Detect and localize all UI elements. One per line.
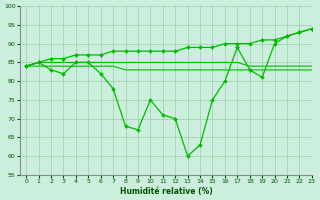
- X-axis label: Humidité relative (%): Humidité relative (%): [120, 187, 212, 196]
